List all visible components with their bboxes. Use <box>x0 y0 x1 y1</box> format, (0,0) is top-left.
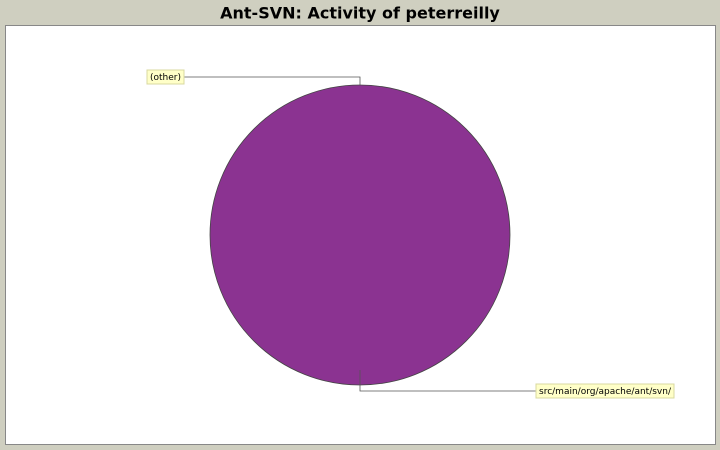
leader-line <box>184 76 361 85</box>
chart-title: Ant-SVN: Activity of peterreilly <box>220 4 500 23</box>
label-box <box>146 69 185 85</box>
pie-slice <box>209 84 511 386</box>
leader-line <box>359 370 536 392</box>
slice-label: src/main/org/apache/ant/svn/ <box>539 387 672 397</box>
slice-label: (other) <box>150 73 181 83</box>
label-box <box>535 383 675 399</box>
